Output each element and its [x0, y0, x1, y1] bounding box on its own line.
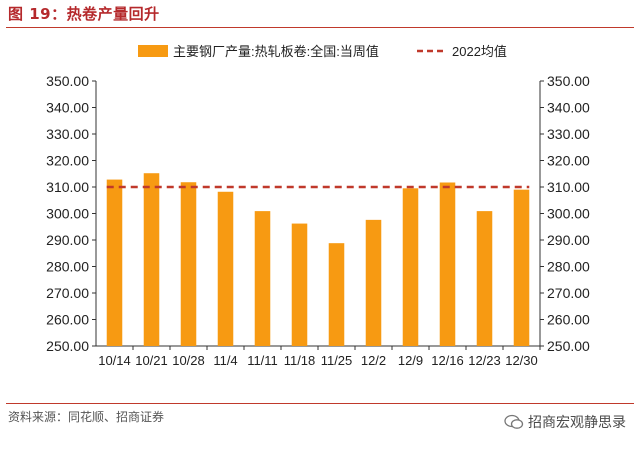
- x-tick-label: 11/11: [247, 353, 278, 368]
- y-tick-label-left: 250.00: [46, 338, 89, 354]
- x-tick-label: 11/18: [284, 353, 316, 368]
- y-tick-label-right: 310.00: [547, 179, 590, 195]
- bar: [143, 173, 160, 346]
- y-tick-label-left: 300.00: [46, 206, 89, 222]
- bar: [513, 189, 530, 346]
- y-tick-label-right: 290.00: [547, 232, 590, 248]
- x-tick-label: 12/16: [431, 353, 464, 368]
- y-tick-label-right: 320.00: [547, 153, 590, 169]
- y-tick-label-left: 340.00: [46, 100, 89, 116]
- wechat-icon: [504, 414, 524, 429]
- y-tick-label-right: 280.00: [547, 259, 590, 275]
- y-tick-label-left: 350.00: [46, 73, 89, 89]
- bar: [254, 211, 271, 346]
- bar-chart: 主要钢厂产量:热轧板卷:全国:当周值 2022均值 250.00 250.00 26…: [46, 44, 590, 368]
- watermark: 招商宏观静思录: [504, 412, 626, 432]
- watermark-label: 招商宏观静思录: [528, 415, 626, 431]
- x-tick-label: 10/14: [98, 353, 131, 368]
- bar: [106, 179, 123, 346]
- y-tick-label-left: 270.00: [46, 285, 89, 301]
- y-tick-label-right: 330.00: [547, 126, 590, 142]
- bar: [291, 223, 308, 346]
- bar: [439, 182, 456, 346]
- x-tick-label: 12/23: [468, 353, 501, 368]
- y-tick-label-right: 250.00: [547, 338, 590, 354]
- y-tick-label-left: 290.00: [46, 232, 89, 248]
- figure-title: 图 19：热卷产量回升: [8, 5, 160, 23]
- y-tick-label-left: 280.00: [46, 259, 89, 275]
- source-note: 资料来源：同花顺、招商证券: [8, 410, 165, 424]
- x-tick-label: 12/2: [361, 353, 386, 368]
- x-tick-label: 12/9: [398, 353, 423, 368]
- bar: [180, 182, 197, 346]
- x-tick-label: 10/28: [172, 353, 205, 368]
- legend-swatch-bar: [138, 45, 168, 57]
- x-tick-label: 11/25: [321, 353, 353, 368]
- bottom-divider: [6, 403, 634, 404]
- x-tick-label: 12/30: [505, 353, 538, 368]
- bar: [476, 211, 493, 346]
- y-tick-label-right: 350.00: [547, 73, 590, 89]
- top-divider: [6, 27, 634, 28]
- legend: 主要钢厂产量:热轧板卷:全国:当周值 2022均值: [138, 44, 507, 59]
- x-tick-label: 11/4: [213, 353, 237, 368]
- bar: [365, 219, 382, 346]
- bar: [328, 243, 345, 346]
- y-tick-label-left: 260.00: [46, 312, 89, 328]
- y-tick-label-left: 320.00: [46, 153, 89, 169]
- y-tick-label-left: 330.00: [46, 126, 89, 142]
- x-tick-label: 10/21: [135, 353, 168, 368]
- bar: [217, 191, 234, 346]
- y-tick-label-right: 260.00: [547, 312, 590, 328]
- y-tick-label-right: 300.00: [547, 206, 590, 222]
- y-tick-label-left: 310.00: [46, 179, 89, 195]
- legend-label-line: 2022均值: [452, 44, 507, 59]
- y-tick-label-right: 340.00: [547, 100, 590, 116]
- y-tick-label-right: 270.00: [547, 285, 590, 301]
- legend-label-bar: 主要钢厂产量:热轧板卷:全国:当周值: [173, 44, 379, 59]
- bar: [402, 188, 419, 346]
